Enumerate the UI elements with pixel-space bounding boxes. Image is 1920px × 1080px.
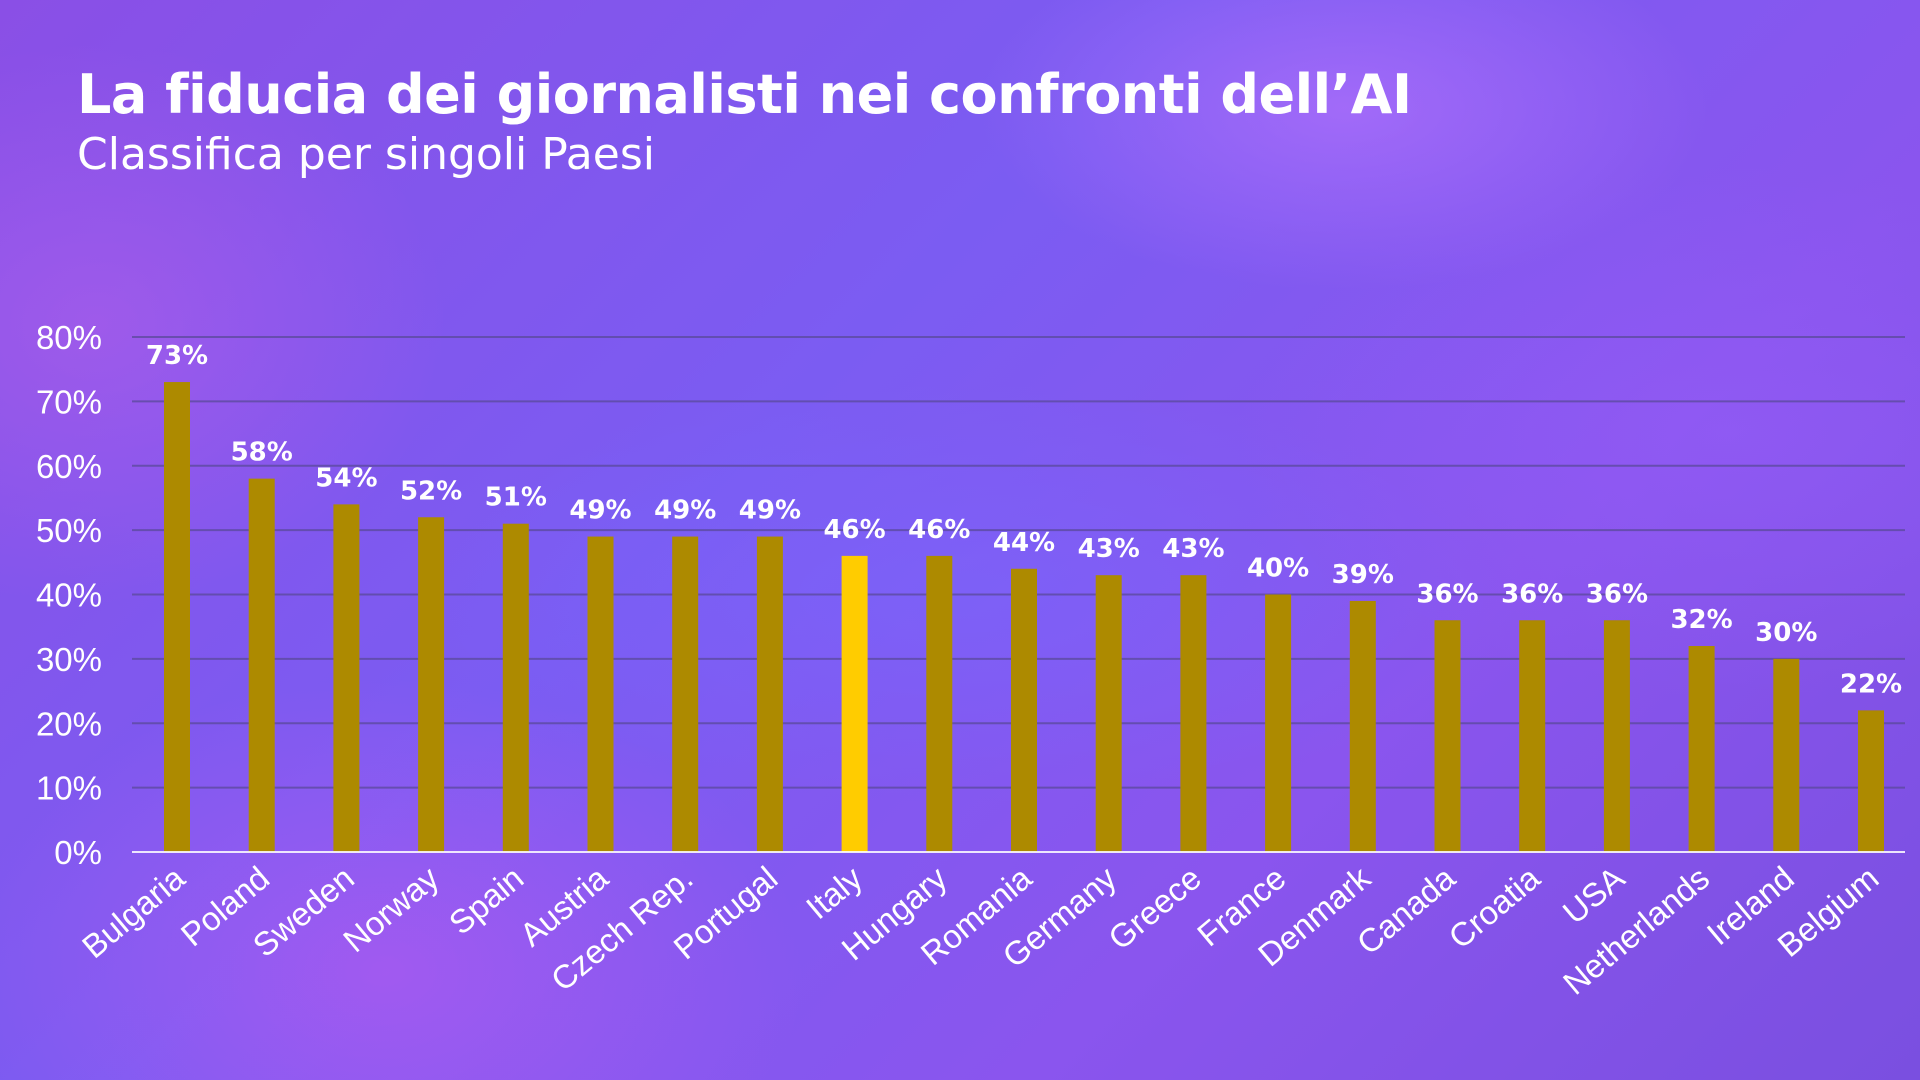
data-labels: 73% 58% 54% 52% 51% 49% 49% 49% 46% 46% 44% 43% 43% 4… (146, 341, 1902, 699)
bar-netherlands (1688, 646, 1715, 852)
data-label: 54% (315, 463, 377, 493)
bar-greece (1180, 575, 1207, 852)
bar-hungary (926, 555, 953, 852)
bars (164, 382, 1884, 852)
x-tick-label: Greece (1101, 859, 1208, 957)
data-label: 73% (146, 341, 208, 371)
data-label: 52% (400, 476, 462, 506)
x-axis-ticks: BulgariaPolandSwedenNorwaySpainAustriaCz… (75, 859, 1886, 1002)
bar-italy (841, 555, 868, 852)
data-label: 49% (569, 496, 631, 526)
data-label: 36% (1416, 579, 1478, 609)
bar-usa (1603, 620, 1630, 852)
data-label: 43% (1162, 534, 1224, 564)
data-label: 30% (1755, 618, 1817, 648)
bar-france (1265, 594, 1292, 852)
x-tick-label: Norway (336, 859, 446, 960)
bar-sweden (333, 504, 360, 852)
y-tick-label: 80% (36, 319, 102, 356)
data-label: 46% (823, 515, 885, 545)
y-tick-label: 70% (36, 383, 102, 420)
bar-portugal (756, 536, 783, 852)
bar-ireland (1773, 658, 1800, 852)
data-label: 46% (908, 515, 970, 545)
x-tick-label: Italy (799, 859, 870, 927)
bar-denmark (1349, 600, 1376, 852)
bar-norway (418, 517, 445, 852)
bar-bulgaria (164, 382, 190, 852)
chart-subtitle: Classifica per singoli Paesi (77, 129, 655, 180)
bar-czech-rep (672, 536, 699, 852)
y-tick-label: 10% (36, 770, 102, 807)
y-tick-label: 50% (36, 512, 102, 549)
bar-germany (1095, 575, 1122, 852)
chart-title: La fiducia dei giornalisti nei confronti… (77, 63, 1412, 126)
data-label: 58% (231, 438, 293, 468)
data-label: 51% (485, 483, 547, 513)
bar-belgium (1858, 710, 1884, 852)
data-label: 36% (1586, 579, 1648, 609)
bar-poland (248, 478, 275, 852)
bar-romania (1011, 568, 1037, 852)
y-tick-label: 0% (54, 834, 102, 871)
title-block: La fiducia dei giornalisti nei confronti… (77, 62, 1412, 182)
data-label: 22% (1840, 669, 1902, 699)
x-tick-label: Croatia (1441, 859, 1547, 956)
data-label: 44% (993, 528, 1055, 558)
data-label: 49% (654, 496, 716, 526)
bar-austria (587, 536, 614, 852)
data-label: 40% (1247, 554, 1309, 584)
x-tick-label: Canada (1350, 859, 1463, 962)
data-label: 32% (1670, 605, 1732, 635)
y-tick-label: 60% (36, 448, 102, 485)
data-label: 39% (1332, 560, 1394, 590)
bar-croatia (1519, 620, 1546, 852)
y-tick-label: 40% (36, 577, 102, 614)
data-label: 43% (1078, 534, 1140, 564)
bar-canada (1434, 620, 1461, 852)
data-label: 36% (1501, 579, 1563, 609)
y-tick-label: 30% (36, 641, 102, 678)
bar-spain (502, 523, 529, 852)
data-label: 49% (739, 496, 801, 526)
y-tick-label: 20% (36, 705, 102, 742)
y-axis-ticks: 0% 10% 20% 30% 40% 50% 60% 70% 80% (36, 319, 102, 871)
x-tick-label: Bulgaria (75, 859, 192, 966)
